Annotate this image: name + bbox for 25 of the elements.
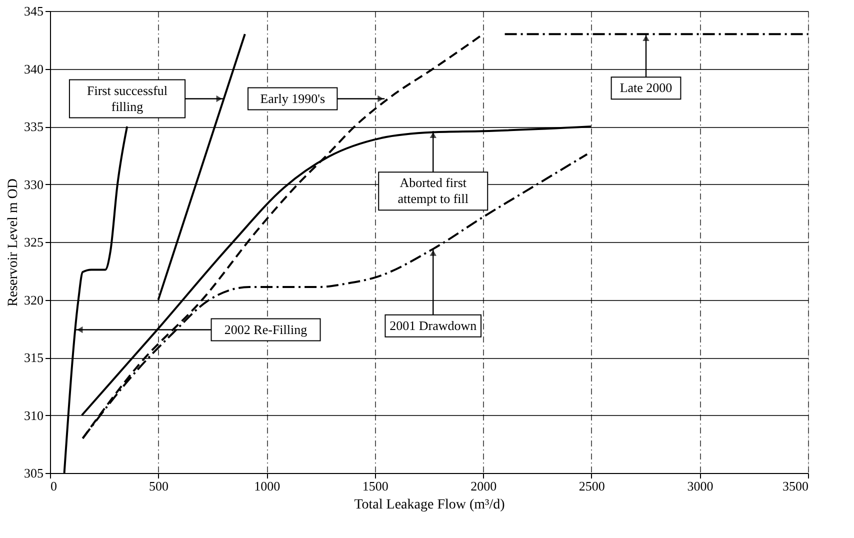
- annotation: Early 1990's: [260, 90, 326, 106]
- x-tick-label: 2000: [470, 478, 497, 494]
- y-tick-label: 315: [24, 350, 44, 365]
- annotation: Aborted first attempt to fill: [398, 175, 469, 206]
- annotation: Late 2000: [620, 80, 672, 96]
- y-tick-label: 305: [24, 466, 44, 480]
- y-tick-label: 345: [24, 4, 44, 18]
- annotation: 2001 Drawdown: [390, 318, 478, 333]
- y-tick-label: 325: [24, 234, 44, 250]
- x-tick-label: 0: [50, 478, 57, 494]
- y-tick-label: 335: [24, 119, 44, 134]
- x-tick-label: 3500: [782, 478, 808, 494]
- x-axis-title: Total Leakage Flow (m³/d): [354, 498, 506, 512]
- annotation: First successful filling: [86, 82, 168, 114]
- y-tick-label: 340: [24, 61, 44, 76]
- x-tick-label: 1000: [254, 478, 280, 494]
- y-tick-label: 320: [24, 292, 44, 308]
- x-tick-label: 1500: [362, 478, 388, 494]
- annotation: 2002 Re-Filling: [224, 322, 308, 337]
- x-tick-label: 2500: [578, 478, 605, 494]
- x-tick-label: 3000: [687, 478, 714, 494]
- y-axis-title: Reservoir Level m OD: [6, 178, 21, 306]
- x-tick-label: 500: [149, 478, 169, 494]
- y-tick-label: 310: [24, 408, 44, 423]
- y-tick-label: 330: [24, 176, 44, 192]
